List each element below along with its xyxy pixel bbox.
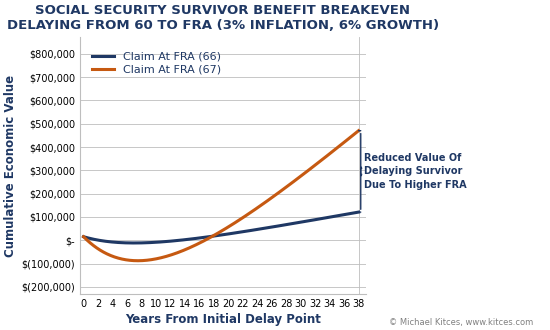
Claim At FRA (67) — [306, 167, 313, 171]
Legend: Claim At FRA (66), Claim At FRA (67): Claim At FRA (66), Claim At FRA (67) — [89, 48, 224, 78]
X-axis label: Years From Initial Delay Point: Years From Initial Delay Point — [125, 313, 321, 326]
Claim At FRA (67) — [349, 134, 356, 138]
Line: Claim At FRA (66): Claim At FRA (66) — [84, 212, 359, 243]
Claim At FRA (67) — [229, 222, 236, 226]
Claim At FRA (67) — [211, 233, 218, 237]
Claim At FRA (66) — [131, 241, 138, 245]
Claim At FRA (67) — [80, 235, 87, 239]
Line: Claim At FRA (67): Claim At FRA (67) — [84, 131, 359, 261]
Claim At FRA (67) — [134, 259, 141, 263]
Claim At FRA (66) — [80, 235, 87, 239]
Title: SOCIAL SECURITY SURVIVOR BENEFIT BREAKEVEN
DELAYING FROM 60 TO FRA (3% INFLATION: SOCIAL SECURITY SURVIVOR BENEFIT BREAKEV… — [7, 4, 439, 32]
Claim At FRA (66) — [245, 229, 251, 233]
Claim At FRA (67) — [213, 232, 219, 236]
Claim At FRA (66) — [306, 219, 313, 223]
Claim At FRA (66) — [355, 210, 362, 214]
Claim At FRA (67) — [245, 213, 251, 216]
Claim At FRA (66) — [229, 231, 236, 235]
Claim At FRA (66) — [349, 211, 356, 215]
Y-axis label: Cumulative Economic Value: Cumulative Economic Value — [4, 75, 17, 257]
Claim At FRA (66) — [211, 234, 218, 238]
Text: © Michael Kitces, www.kitces.com: © Michael Kitces, www.kitces.com — [389, 318, 534, 327]
Claim At FRA (66) — [213, 234, 219, 238]
Text: Reduced Value Of
Delaying Survivor
Due To Higher FRA: Reduced Value Of Delaying Survivor Due T… — [364, 153, 466, 190]
Claim At FRA (67) — [355, 129, 362, 133]
